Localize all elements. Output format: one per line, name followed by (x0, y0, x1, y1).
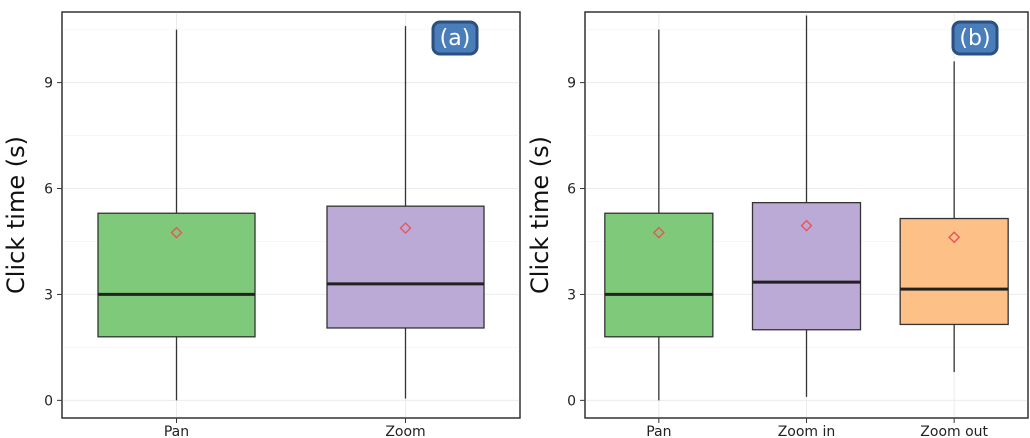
y-axis-label: Click time (s) (526, 136, 554, 294)
y-tick-label: 0 (44, 393, 53, 409)
box-iqr (604, 212, 714, 338)
panel-badge (951, 20, 999, 56)
box-iqr (751, 201, 862, 331)
x-tick-label: Pan (646, 424, 671, 438)
chart-panel-a: 0 3 6 9 Pan Zoom Click time (s) (a) (2, 11, 521, 438)
y-tick-label: 9 (44, 76, 53, 92)
box-zoom-in (751, 15, 862, 397)
y-tick-label: 0 (567, 393, 576, 409)
y-tick-label: 3 (44, 287, 53, 303)
box-pan (97, 29, 256, 401)
box-zoom (326, 26, 485, 399)
chart-panel-b: 0 3 6 9 Pan Zoom in Zoom out Click time (s) (b) (526, 11, 1029, 438)
x-tick-label: Pan (164, 424, 189, 438)
panel-badge (431, 20, 479, 56)
x-tick-label: Zoom in (778, 424, 836, 438)
y-tick-label: 6 (567, 182, 576, 198)
box-iqr (326, 205, 485, 329)
mean-marker (652, 226, 665, 239)
y-tick-label: 6 (44, 182, 53, 198)
box-zoom-out (899, 61, 1009, 373)
mean-marker (170, 226, 183, 239)
x-tick-label: Zoom out (920, 424, 988, 438)
mean-marker (948, 231, 961, 244)
box-iqr (899, 217, 1009, 326)
y-axis-label: Click time (s) (2, 136, 30, 294)
panel-badge-label: (b) (959, 26, 990, 51)
plot-border (61, 11, 521, 419)
box-pan (604, 29, 714, 401)
y-tick-label: 3 (567, 287, 576, 303)
x-tick-label: Zoom (385, 424, 425, 438)
panel-badge-label: (a) (440, 26, 471, 51)
box-iqr (97, 212, 256, 338)
y-tick-label: 9 (567, 76, 576, 92)
mean-marker (800, 219, 813, 232)
mean-marker (399, 222, 412, 235)
